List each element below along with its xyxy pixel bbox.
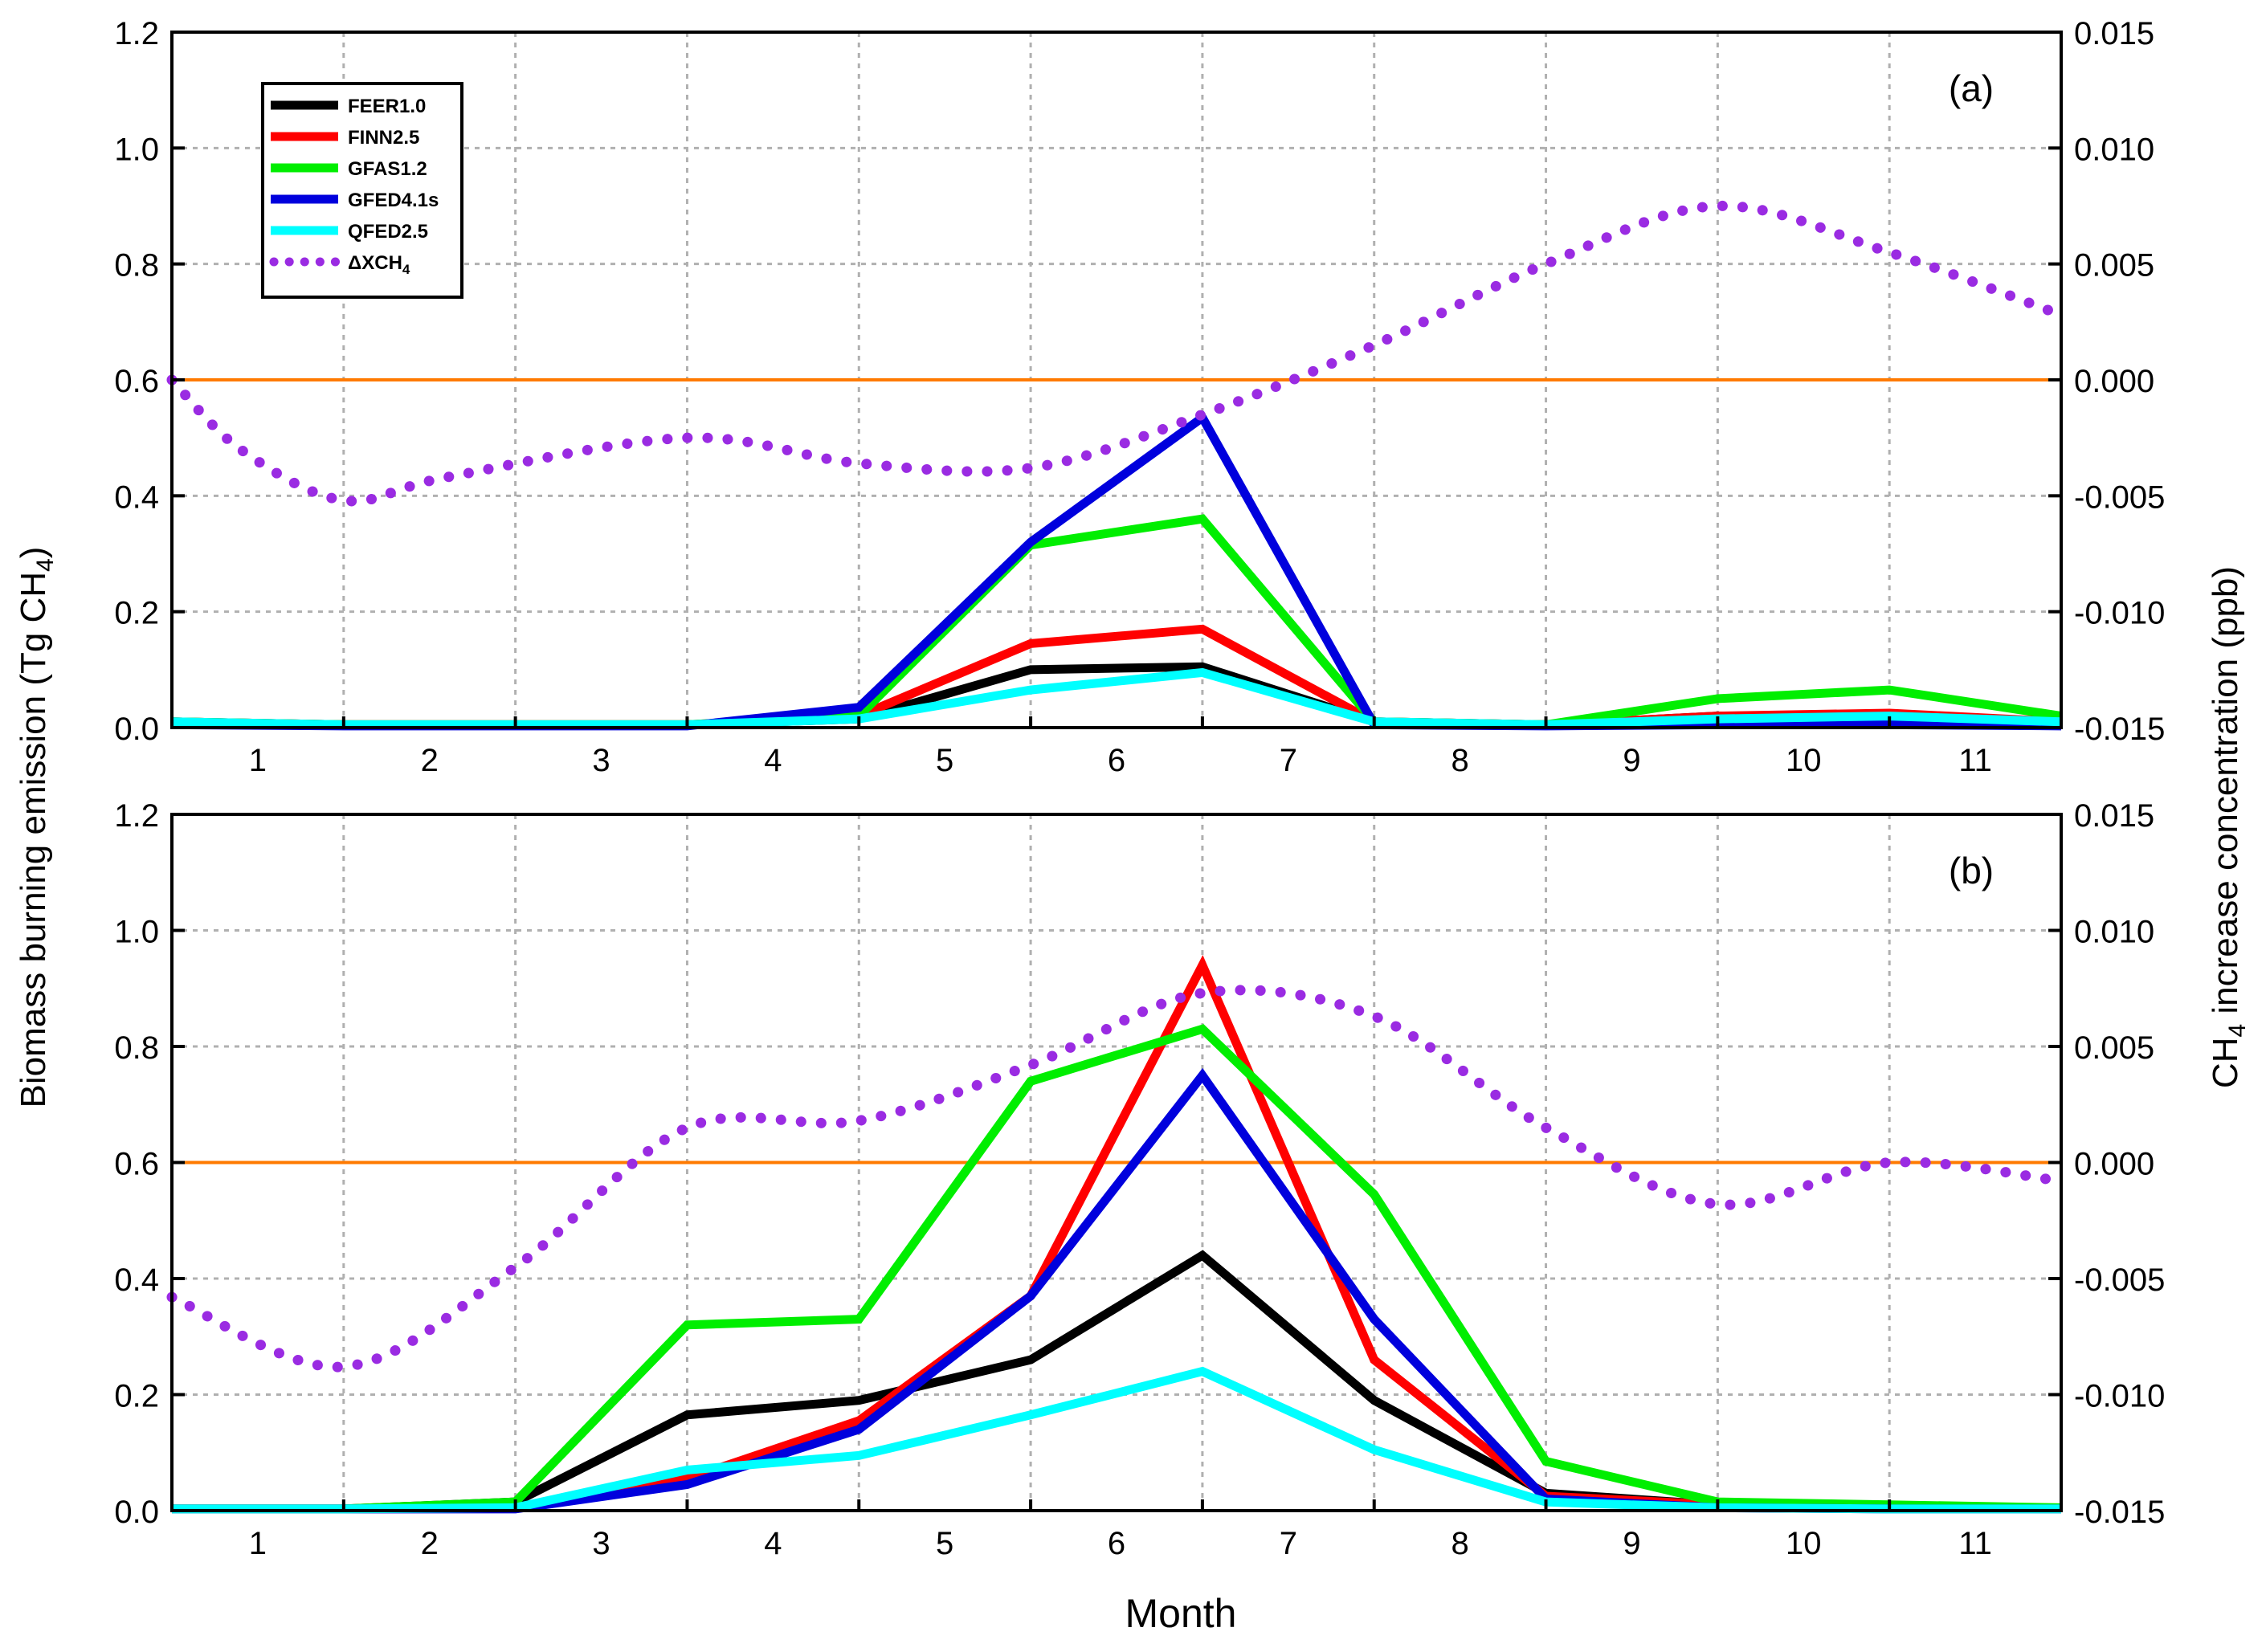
series-line-qfed2-5 bbox=[171, 667, 2062, 729]
y-tick-label-right: 0.010 bbox=[2074, 915, 2154, 950]
x-tick-label: 11 bbox=[1958, 743, 1992, 778]
legend-label: ΔXCH4 bbox=[348, 252, 410, 277]
x-tick-label: 3 bbox=[592, 1526, 610, 1561]
y-tick-label-right: 0.005 bbox=[2074, 248, 2154, 283]
y-tick-label-right: 0.015 bbox=[2074, 16, 2154, 51]
y-tick-label-right: 0.015 bbox=[2074, 798, 2154, 834]
panel-label: (b) bbox=[1949, 850, 1994, 891]
y-tick-label-left: 0.0 bbox=[114, 712, 159, 747]
series-line-delta-xch4 bbox=[166, 985, 2067, 1373]
x-tick-label: 9 bbox=[1623, 743, 1640, 778]
x-tick-label: 5 bbox=[936, 1526, 953, 1561]
legend-label-text: GFAS1.2 bbox=[348, 158, 427, 180]
y-tick-label-left: 0.8 bbox=[114, 248, 159, 283]
x-tick-label: 11 bbox=[1958, 1526, 1992, 1561]
series-group bbox=[171, 410, 2062, 731]
legend-item: FINN2.5 bbox=[271, 127, 419, 149]
legend-label-text: FINN2.5 bbox=[348, 127, 419, 149]
y-tick-label-right: 0.010 bbox=[2074, 132, 2154, 167]
legend-label: QFED2.5 bbox=[348, 221, 428, 243]
y-tick-label-left: 1.2 bbox=[114, 798, 159, 834]
x-tick-label: 3 bbox=[592, 743, 610, 778]
legend: FEER1.0 FINN2.5 GFAS1.2 GFED4.1s QFED2.5 ΔXCH… bbox=[261, 82, 463, 299]
x-tick-label: 5 bbox=[936, 743, 953, 778]
y-tick-label-left: 0.4 bbox=[114, 479, 159, 515]
legend-item: GFED4.1s bbox=[271, 190, 439, 211]
y-tick-label-right: 0.000 bbox=[2074, 1147, 2154, 1182]
x-tick-label: 2 bbox=[421, 1526, 439, 1561]
y-tick-label-left: 1.0 bbox=[114, 915, 159, 950]
legend-label: FINN2.5 bbox=[348, 127, 419, 149]
x-tick-label: 1 bbox=[249, 1526, 267, 1561]
legend-label: FEER1.0 bbox=[348, 96, 426, 117]
x-tick-label: 10 bbox=[1786, 743, 1822, 778]
y-tick-label-right: 0.005 bbox=[2074, 1030, 2154, 1066]
legend-label-subscript: 4 bbox=[402, 262, 410, 277]
legend-item: GFAS1.2 bbox=[271, 158, 427, 180]
legend-label-text: ΔXCH bbox=[348, 252, 402, 274]
panel-b: 0.0 0.2 0.4 0.6 0.8 1.0 1.2 -0.015 -0.010 -0.005 0… bbox=[114, 798, 2165, 1561]
panel-a: 0.0 0.2 0.4 0.6 0.8 1.0 1.2 -0.015 -0.010 -0.005 0… bbox=[114, 16, 2165, 778]
y-tick-label-left: 0.4 bbox=[114, 1262, 159, 1298]
x-tick-label: 6 bbox=[1108, 743, 1125, 778]
y-axis-right-label: CH4 increase concentration (ppb) bbox=[2206, 566, 2251, 1088]
y-tick-label-left: 0.2 bbox=[114, 1379, 159, 1414]
x-tick-label: 4 bbox=[764, 743, 782, 778]
y-tick-label-right: -0.010 bbox=[2074, 596, 2165, 631]
x-tick-label: 8 bbox=[1451, 1526, 1469, 1561]
legend-label-text: QFED2.5 bbox=[348, 221, 428, 243]
legend-item: ΔXCH4 bbox=[269, 252, 410, 277]
x-tick-label: 8 bbox=[1451, 743, 1469, 778]
series-group bbox=[172, 955, 2062, 1514]
legend-label: GFAS1.2 bbox=[348, 158, 427, 180]
legend-item: FEER1.0 bbox=[271, 96, 426, 117]
legend-label: GFED4.1s bbox=[348, 190, 439, 211]
series-line-gfas1-2 bbox=[172, 1024, 2062, 1514]
x-tick-label: 9 bbox=[1623, 1526, 1640, 1561]
y-tick-label-right: -0.015 bbox=[2074, 1495, 2165, 1530]
x-tick-label: 2 bbox=[421, 743, 439, 778]
y-tick-label-left: 1.2 bbox=[114, 16, 159, 51]
x-tick-label: 6 bbox=[1108, 1526, 1125, 1561]
y-tick-label-right: -0.010 bbox=[2074, 1379, 2165, 1414]
y-axis-left-label: Biomass burning emission (Tg CH4) bbox=[14, 547, 59, 1108]
legend-label-text: GFED4.1s bbox=[348, 190, 439, 211]
series-line-delta-xch4 bbox=[166, 200, 2067, 507]
x-tick-label: 10 bbox=[1786, 1526, 1822, 1561]
y-tick-label-right: -0.015 bbox=[2074, 712, 2165, 747]
x-axis-label: Month bbox=[1125, 1591, 1237, 1636]
x-tick-label: 4 bbox=[764, 1526, 782, 1561]
y-tick-label-left: 0.2 bbox=[114, 596, 159, 631]
series-line-qfed2-5 bbox=[172, 1366, 2061, 1514]
panel-label: (a) bbox=[1949, 67, 1994, 109]
x-tick-label: 1 bbox=[249, 743, 267, 778]
y-tick-label-left: 1.0 bbox=[114, 132, 159, 167]
y-tick-label-right: -0.005 bbox=[2074, 479, 2165, 515]
x-tick-label: 7 bbox=[1280, 743, 1297, 778]
y-tick-label-left: 0.0 bbox=[114, 1495, 159, 1530]
legend-label-text: FEER1.0 bbox=[348, 96, 426, 117]
y-tick-label-left: 0.6 bbox=[114, 1147, 159, 1182]
legend-box bbox=[261, 82, 463, 299]
x-tick-label: 7 bbox=[1280, 1526, 1297, 1561]
y-tick-label-right: -0.005 bbox=[2074, 1262, 2165, 1298]
y-tick-label-left: 0.6 bbox=[114, 364, 159, 399]
y-tick-label-right: 0.000 bbox=[2074, 364, 2154, 399]
y-tick-label-left: 0.8 bbox=[114, 1030, 159, 1066]
legend-item: QFED2.5 bbox=[271, 221, 428, 243]
